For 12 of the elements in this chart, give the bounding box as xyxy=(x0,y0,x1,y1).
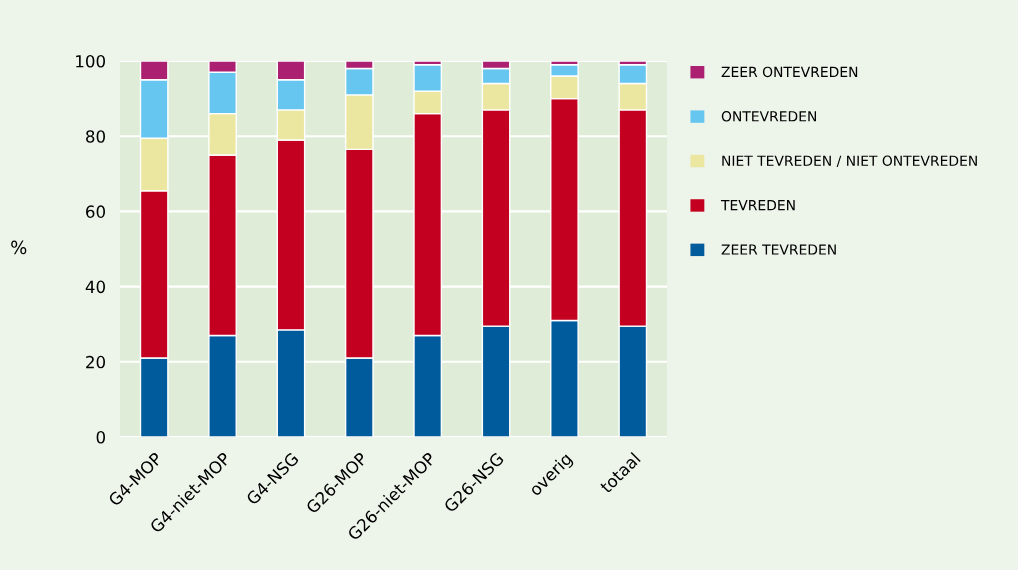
legend-label: ZEER ONTEVREDEN xyxy=(721,66,858,78)
y-tick-label: 0 xyxy=(96,430,105,444)
y-axis-title: % xyxy=(11,240,27,255)
legend-label: ZEER TEVREDEN xyxy=(721,244,836,255)
y-tick-label: 40 xyxy=(85,280,105,294)
y-tick-label: 20 xyxy=(86,355,105,369)
legend-label: ONTEVREDEN xyxy=(721,111,816,122)
legend-label: TEVREDEN xyxy=(720,200,795,211)
y-tick-label: 60 xyxy=(86,205,105,218)
y-tick-label: 100 xyxy=(76,54,105,68)
y-tick-label: 80 xyxy=(86,130,105,143)
legend-label: NIET TEVREDEN / NIET ONTEVREDEN xyxy=(722,155,977,168)
